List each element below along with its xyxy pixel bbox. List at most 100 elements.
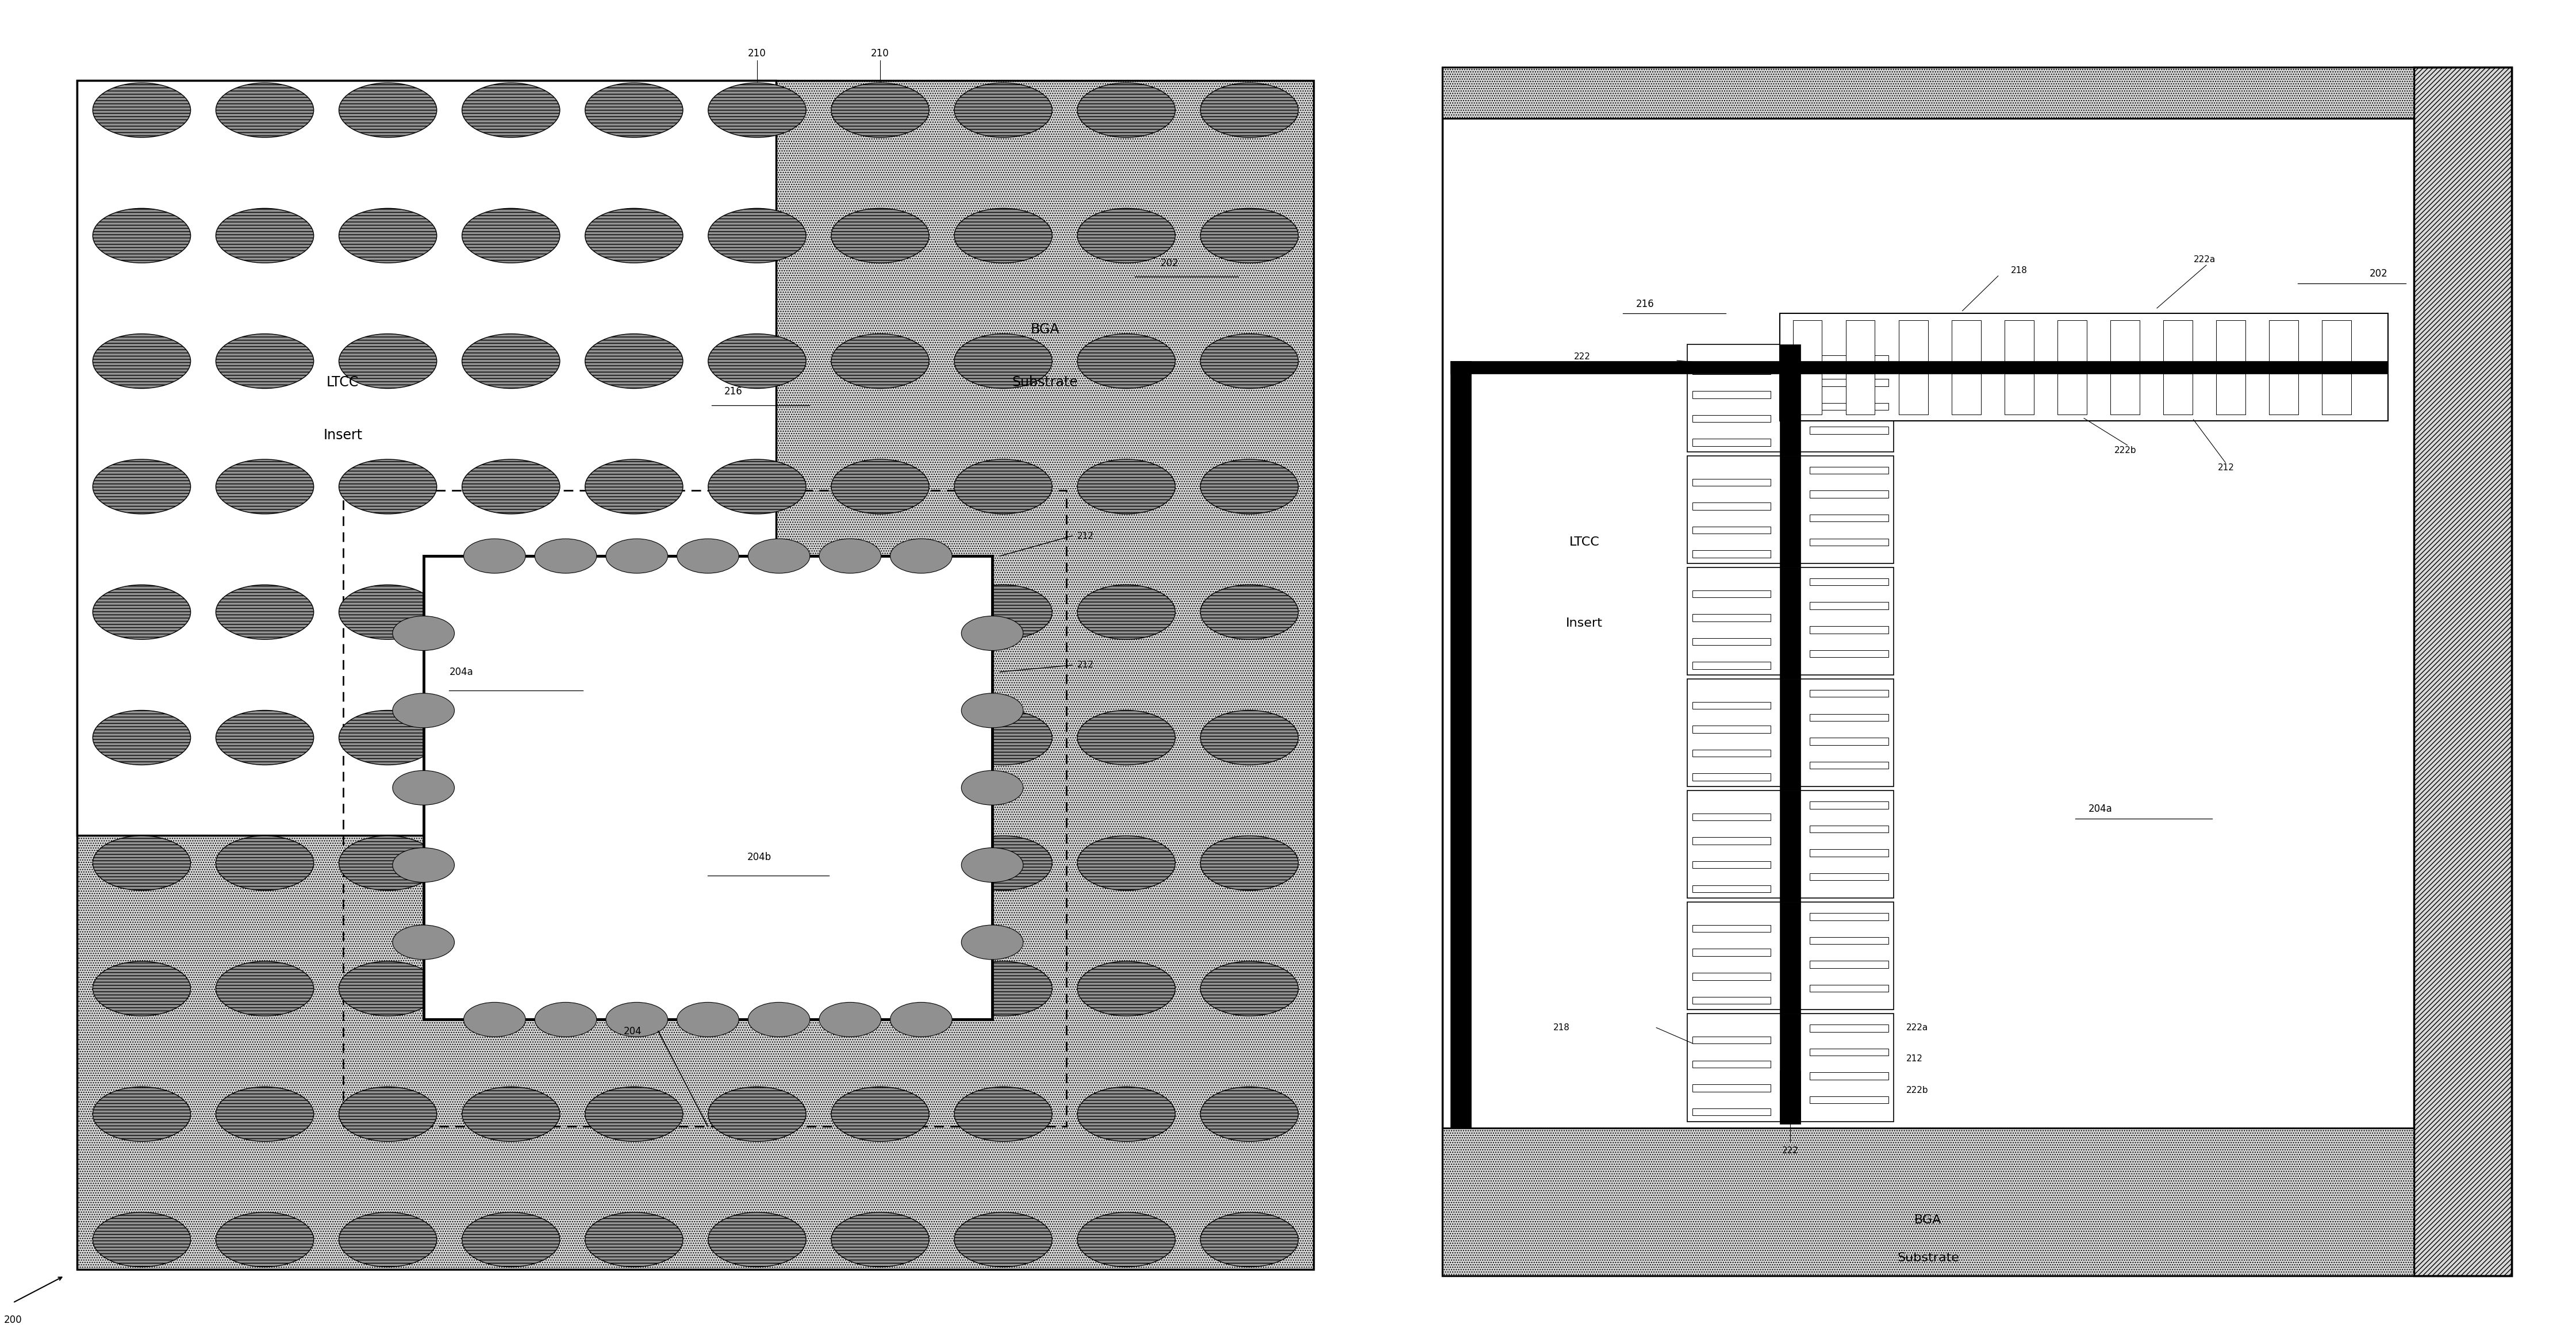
Text: 200: 200	[3, 1315, 23, 1326]
Ellipse shape	[461, 710, 559, 766]
Bar	[1692, 614, 1770, 622]
Bar	[77, 81, 775, 835]
Text: 222: 222	[1783, 1147, 1798, 1155]
Text: 218: 218	[2012, 266, 2027, 275]
Bar	[1692, 367, 1770, 375]
Ellipse shape	[1077, 584, 1175, 639]
Bar	[1811, 913, 1888, 920]
Bar	[1899, 320, 1927, 363]
Bar	[1692, 925, 1770, 932]
Ellipse shape	[216, 208, 314, 263]
Text: LTCC: LTCC	[1569, 537, 1600, 548]
Ellipse shape	[340, 83, 438, 137]
Ellipse shape	[832, 962, 930, 1015]
Ellipse shape	[1077, 962, 1175, 1015]
Bar	[1687, 344, 1893, 453]
Ellipse shape	[93, 83, 191, 137]
Ellipse shape	[340, 835, 438, 890]
Bar	[1811, 849, 1888, 857]
Bar	[1780, 340, 1801, 1121]
Ellipse shape	[585, 208, 683, 263]
Ellipse shape	[832, 710, 930, 766]
Ellipse shape	[953, 710, 1051, 766]
Bar	[1692, 702, 1770, 709]
Bar	[1692, 391, 1770, 398]
Ellipse shape	[708, 710, 806, 766]
Bar	[1692, 415, 1770, 422]
Ellipse shape	[953, 1213, 1051, 1266]
Ellipse shape	[832, 584, 930, 639]
Bar	[1687, 791, 1893, 898]
Ellipse shape	[93, 962, 191, 1015]
Bar	[343, 490, 1066, 1127]
Bar	[2269, 373, 2298, 414]
Bar	[1811, 960, 1888, 968]
Ellipse shape	[832, 334, 930, 388]
Ellipse shape	[585, 334, 683, 388]
Text: 212: 212	[1906, 1054, 1922, 1064]
Bar	[1687, 680, 1893, 787]
Bar	[1443, 1128, 2414, 1276]
Text: 222: 222	[1574, 352, 1589, 361]
Bar	[2110, 373, 2141, 414]
Ellipse shape	[832, 835, 930, 890]
Ellipse shape	[461, 835, 559, 890]
Ellipse shape	[953, 208, 1051, 263]
Ellipse shape	[953, 835, 1051, 890]
Text: 204: 204	[623, 1026, 641, 1037]
Ellipse shape	[1200, 208, 1298, 263]
Ellipse shape	[93, 710, 191, 766]
Ellipse shape	[677, 1002, 739, 1037]
Ellipse shape	[708, 1213, 806, 1266]
Bar	[1811, 1049, 1888, 1056]
Ellipse shape	[708, 334, 806, 388]
Ellipse shape	[461, 83, 559, 137]
Ellipse shape	[961, 847, 1023, 882]
Ellipse shape	[93, 459, 191, 514]
Bar	[1692, 774, 1770, 780]
Ellipse shape	[464, 539, 526, 573]
Bar	[1811, 713, 1888, 721]
Bar	[2110, 320, 2141, 363]
Ellipse shape	[585, 835, 683, 890]
Ellipse shape	[605, 1002, 667, 1037]
Ellipse shape	[891, 539, 953, 573]
Ellipse shape	[1200, 334, 1298, 388]
Ellipse shape	[340, 710, 438, 766]
Ellipse shape	[585, 710, 683, 766]
Ellipse shape	[340, 334, 438, 388]
Bar	[1692, 837, 1770, 845]
Ellipse shape	[461, 584, 559, 639]
Ellipse shape	[708, 83, 806, 137]
Bar	[1811, 690, 1888, 697]
Ellipse shape	[1077, 710, 1175, 766]
Ellipse shape	[708, 459, 806, 514]
Bar	[1780, 313, 2388, 420]
Bar	[1687, 1014, 1893, 1121]
Text: 202: 202	[1162, 258, 1180, 269]
Bar	[2164, 373, 2192, 414]
Ellipse shape	[961, 925, 1023, 959]
Text: 222a: 222a	[2192, 255, 2215, 265]
Bar	[1692, 638, 1770, 645]
Ellipse shape	[216, 962, 314, 1015]
Ellipse shape	[93, 1213, 191, 1266]
Ellipse shape	[961, 616, 1023, 650]
Text: LTCC: LTCC	[327, 376, 358, 389]
Bar	[1443, 67, 2414, 118]
Bar	[1811, 579, 1888, 586]
Ellipse shape	[1200, 710, 1298, 766]
Ellipse shape	[585, 83, 683, 137]
Bar	[1780, 568, 1801, 676]
Bar	[2321, 373, 2352, 414]
Text: 216: 216	[724, 387, 742, 398]
Bar	[1780, 344, 1801, 453]
Ellipse shape	[1200, 83, 1298, 137]
Ellipse shape	[1200, 962, 1298, 1015]
Bar	[1847, 320, 1875, 363]
Ellipse shape	[461, 334, 559, 388]
Ellipse shape	[216, 584, 314, 639]
Text: 212: 212	[2218, 463, 2233, 473]
Ellipse shape	[832, 1213, 930, 1266]
Ellipse shape	[216, 459, 314, 514]
